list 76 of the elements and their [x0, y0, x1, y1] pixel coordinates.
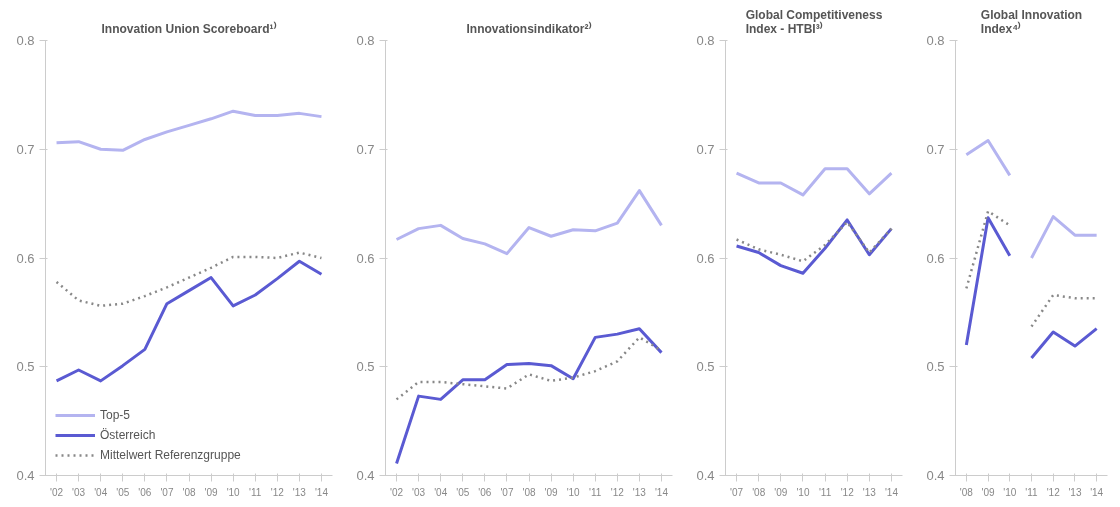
legend-label: Österreich [100, 428, 156, 442]
line-series [395, 327, 663, 466]
y-tick-label: 0.8 [356, 33, 375, 48]
x-tick-label: '14 [884, 486, 899, 498]
x-tick-label: '11 [818, 486, 832, 498]
x-tick-label: '11 [589, 486, 602, 498]
x-tick-label: '11 [249, 486, 262, 498]
x-tick-label: '09 [981, 486, 996, 498]
chart-title: Innovationsindikator²⁾ [466, 20, 592, 36]
line-series [1030, 327, 1099, 360]
line-series [55, 251, 323, 308]
x-tick-label: '09 [774, 486, 788, 498]
y-tick-label: 0.8 [696, 33, 715, 48]
x-tick-label: '07 [730, 486, 744, 498]
x-tick-label: '05 [116, 486, 130, 498]
x-tick-label: '14 [1090, 486, 1104, 498]
y-tick-label: 0.4 [696, 468, 715, 483]
x-tick-label: '11 [1025, 486, 1039, 498]
x-tick-label: '05 [456, 486, 470, 498]
x-tick-label: '12 [1046, 486, 1061, 498]
x-tick-label: '09 [204, 486, 219, 498]
x-tick-label: '04 [434, 486, 448, 498]
y-tick-label: 0.6 [16, 250, 35, 266]
legend-label: Mittelwert Referenzgruppe [100, 448, 241, 462]
y-tick-label: 0.8 [16, 33, 35, 48]
y-tick-label: 0.7 [696, 141, 715, 157]
chart-title: Global Competitiveness Index - HTBI³⁾ [745, 7, 883, 36]
x-tick-label: '02 [390, 486, 404, 498]
y-tick-label: 0.4 [356, 468, 375, 483]
y-tick-label: 0.5 [356, 359, 375, 375]
x-tick-label: '10 [1003, 486, 1017, 498]
y-tick-label: 0.5 [696, 359, 715, 375]
x-tick-label: '02 [50, 486, 64, 498]
x-tick-label: '14 [314, 486, 329, 498]
x-tick-label: '13 [292, 486, 307, 498]
y-tick-label: 0.6 [696, 250, 715, 266]
y-tick-label: 0.6 [926, 250, 945, 266]
x-tick-label: '07 [160, 486, 174, 498]
chart-title: Global Innovation Index⁴⁾ [980, 7, 1083, 36]
line-series [395, 189, 663, 256]
y-tick-label: 0.4 [16, 468, 35, 483]
line-series [735, 167, 893, 197]
x-tick-label: '06 [478, 486, 492, 498]
x-tick-label: '13 [862, 486, 877, 498]
line-series [55, 109, 323, 152]
x-tick-label: '13 [1068, 486, 1082, 498]
x-tick-label: '08 [752, 486, 766, 498]
y-tick-label: 0.7 [356, 141, 375, 157]
x-tick-label: '06 [138, 486, 152, 498]
x-tick-label: '12 [840, 486, 855, 498]
x-tick-label: '12 [270, 486, 285, 498]
x-tick-label: '08 [182, 486, 196, 498]
x-tick-label: '03 [72, 486, 86, 498]
chart-title: Innovation Union Scoreboard¹⁾ [101, 20, 277, 36]
x-tick-label: '08 [959, 486, 974, 498]
y-tick-label: 0.6 [356, 250, 375, 266]
y-tick-label: 0.4 [926, 468, 945, 483]
x-tick-label: '10 [566, 486, 581, 498]
y-tick-label: 0.7 [926, 141, 945, 157]
x-tick-label: '09 [544, 486, 559, 498]
x-tick-label: '14 [654, 486, 669, 498]
x-tick-label: '04 [94, 486, 108, 498]
x-tick-label: '10 [796, 486, 810, 498]
x-tick-label: '13 [632, 486, 647, 498]
y-tick-label: 0.5 [926, 359, 945, 375]
x-tick-label: '10 [226, 486, 241, 498]
x-tick-label: '12 [610, 486, 625, 498]
line-series [55, 259, 323, 383]
line-series [735, 220, 893, 263]
y-tick-label: 0.7 [16, 141, 35, 157]
x-tick-label: '03 [412, 486, 426, 498]
x-tick-label: '07 [500, 486, 514, 498]
x-tick-label: '08 [522, 486, 536, 498]
y-tick-label: 0.5 [16, 359, 35, 375]
y-tick-label: 0.8 [926, 33, 945, 48]
legend-label: Top-5 [100, 408, 131, 422]
